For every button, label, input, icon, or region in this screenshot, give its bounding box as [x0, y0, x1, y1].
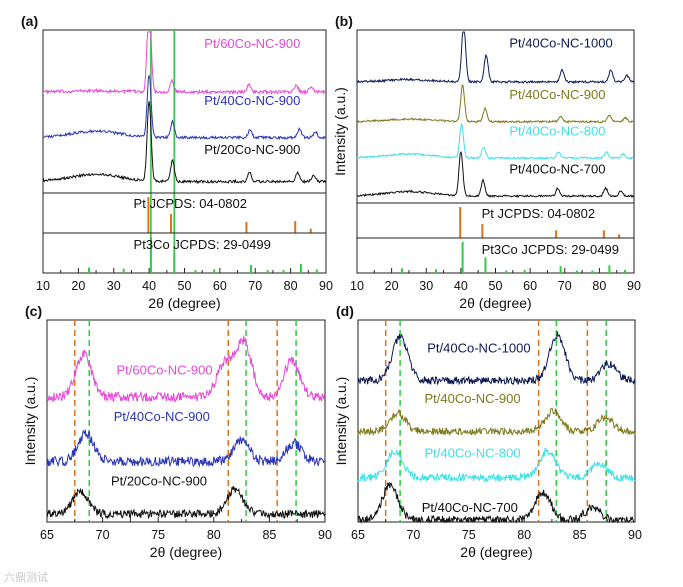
x-tick-label: 85	[573, 528, 587, 542]
panel-tag: (b)	[335, 13, 353, 29]
panel-a	[42, 29, 327, 274]
series-label: Pt/60Co-NC-900	[117, 363, 213, 378]
x-tick-label: 75	[151, 528, 165, 542]
series-label: Pt/40Co-NC-1000	[427, 340, 530, 355]
x-tick-label: 75	[462, 528, 476, 542]
series-line	[46, 429, 326, 468]
x-tick-label: 50	[178, 279, 192, 293]
y-axis-title: Intensity (a.u.)	[333, 377, 349, 466]
x-tick-label: 70	[406, 528, 420, 542]
plot-frame	[356, 29, 635, 274]
x-tick-label: 70	[96, 528, 110, 542]
x-tick-label: 60	[523, 279, 537, 293]
series-line	[356, 122, 635, 161]
x-tick-label: 90	[627, 279, 641, 293]
x-tick-label: 85	[262, 528, 276, 542]
panel-b	[356, 29, 635, 274]
series-label: Pt/40Co-NC-900	[204, 93, 300, 108]
x-tick-label: 65	[40, 528, 54, 542]
series-line	[357, 84, 635, 124]
panel-tag: (a)	[21, 13, 38, 29]
x-axis-title: 2θ (degree)	[150, 544, 222, 560]
x-tick-label: 40	[142, 279, 156, 293]
x-tick-label: 50	[489, 279, 503, 293]
x-tick-label: 80	[207, 528, 221, 542]
series-label: Pt/40Co-NC-900	[424, 391, 520, 406]
series-line	[42, 31, 327, 96]
series-line	[356, 151, 635, 199]
watermark: 六鼎测试	[4, 571, 48, 584]
reference-label: Pt JCPDS: 04-0802	[134, 196, 247, 211]
x-tick-label: 90	[318, 528, 332, 542]
series-line	[357, 331, 636, 386]
series-label: Pt/40Co-NC-1000	[509, 35, 612, 50]
panel-d	[357, 319, 636, 524]
x-tick-label: 10	[36, 279, 50, 293]
x-tick-label: 70	[248, 279, 262, 293]
y-axis-title: Intensity (a.u.)	[332, 87, 348, 176]
series-line	[357, 447, 636, 483]
x-tick-label: 10	[350, 279, 364, 293]
x-tick-label: 60	[213, 279, 227, 293]
series-label: Pt/40Co-NC-800	[424, 445, 520, 460]
reference-label: Pt3Co JCPDS: 29-0499	[482, 242, 619, 257]
series-label: Pt/20Co-NC-900	[111, 474, 207, 489]
y-axis-title: Intensity (a.u.)	[22, 377, 38, 466]
reference-label: Pt3Co JCPDS: 29-0499	[134, 237, 271, 252]
x-tick-label: 70	[558, 279, 572, 293]
x-axis-title: 2θ (degree)	[460, 544, 532, 560]
x-tick-label: 90	[628, 528, 642, 542]
x-tick-label: 65	[351, 528, 365, 542]
series-label: Pt/40Co-NC-900	[509, 87, 605, 102]
x-tick-label: 20	[71, 279, 85, 293]
series-line	[42, 101, 327, 185]
x-axis-title: 2θ (degree)	[459, 295, 531, 311]
x-tick-label: 30	[419, 279, 433, 293]
series-line	[46, 486, 326, 520]
x-tick-label: 80	[284, 279, 298, 293]
x-tick-label: 40	[454, 279, 468, 293]
reference-label: Pt JCPDS: 04-0802	[482, 206, 595, 221]
series-line	[356, 31, 635, 85]
panel-c	[46, 319, 326, 523]
series-label: Pt/40Co-NC-800	[509, 124, 605, 139]
x-tick-label: 80	[517, 528, 531, 542]
series-label: Pt/40Co-NC-700	[422, 500, 518, 515]
series-label: Pt/40Co-NC-700	[509, 162, 605, 177]
series-line	[46, 335, 326, 403]
x-tick-label: 90	[319, 279, 333, 293]
series-label: Pt/60Co-NC-900	[204, 36, 300, 51]
series-line	[42, 74, 327, 141]
x-tick-label: 20	[385, 279, 399, 293]
x-tick-label: 30	[107, 279, 121, 293]
series-line	[357, 407, 636, 437]
panel-tag: (d)	[336, 303, 354, 319]
x-axis-title: 2θ (degree)	[148, 295, 220, 311]
series-label: Pt/40Co-NC-900	[114, 409, 210, 424]
series-label: Pt/20Co-NC-900	[204, 142, 300, 157]
panel-tag: (c)	[25, 303, 42, 319]
x-tick-label: 80	[592, 279, 606, 293]
